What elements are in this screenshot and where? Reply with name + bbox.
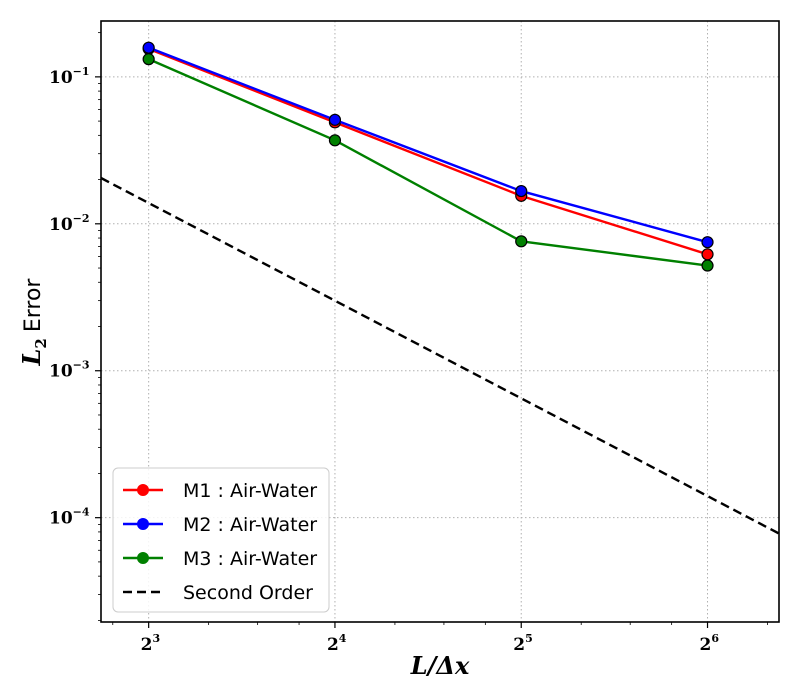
y-tick-label: 10−4 bbox=[49, 506, 90, 529]
data-point bbox=[515, 184, 528, 198]
y-tick-label: 10−1 bbox=[49, 65, 90, 88]
x-tick-label: 25 bbox=[513, 632, 533, 655]
x-tick-base: 2 bbox=[327, 635, 339, 655]
series-line bbox=[148, 47, 708, 256]
x-tick-label: 23 bbox=[141, 632, 161, 655]
series-layer bbox=[101, 41, 779, 535]
x-axis-label: L/Δx bbox=[410, 651, 470, 680]
legend-entry: Second Order bbox=[183, 582, 313, 604]
y-tick-label: 10−2 bbox=[49, 212, 90, 235]
data-point bbox=[328, 113, 342, 126]
data-point bbox=[142, 41, 155, 54]
x-tick-base: 2 bbox=[513, 635, 525, 655]
x-tick-label: 26 bbox=[700, 632, 720, 655]
series-line bbox=[101, 176, 779, 535]
plot-frame bbox=[100, 20, 780, 623]
legend: M1 : Air-Water M2 : Air-Water M3 : Air-Wat… bbox=[112, 467, 330, 613]
y-tick-exp: −4 bbox=[73, 506, 90, 519]
y-tick-base: 10 bbox=[49, 68, 73, 88]
legend-swatch-marker bbox=[137, 518, 149, 530]
legend-entry: M2 : Air-Water bbox=[183, 514, 317, 536]
legend-swatch-marker bbox=[137, 484, 149, 496]
x-tick-exp: 4 bbox=[339, 632, 347, 645]
data-point bbox=[515, 235, 528, 248]
data-point bbox=[701, 248, 714, 261]
series-line bbox=[148, 58, 708, 267]
legend-entry: M1 : Air-Water bbox=[183, 480, 317, 502]
data-point bbox=[701, 236, 714, 249]
legend-swatch-marker bbox=[137, 552, 149, 564]
x-tick-label: 24 bbox=[327, 632, 347, 655]
data-point bbox=[701, 259, 714, 272]
y-tick-base: 10 bbox=[49, 215, 73, 235]
axes bbox=[100, 20, 780, 623]
y-tick-exp: −3 bbox=[73, 359, 90, 372]
y-tick-base: 10 bbox=[49, 509, 73, 529]
legend-entry: M3 : Air-Water bbox=[183, 548, 317, 570]
data-point bbox=[142, 53, 155, 66]
y-axis-label-math: L bbox=[17, 349, 46, 367]
x-tick-base: 2 bbox=[141, 635, 153, 655]
x-tick-base: 2 bbox=[700, 635, 712, 655]
y-axis-label: L2 Error bbox=[17, 278, 50, 367]
y-tick-label: 10−3 bbox=[49, 359, 90, 382]
x-tick-exp: 3 bbox=[153, 632, 161, 645]
x-tick-exp: 5 bbox=[525, 632, 533, 645]
x-tick-exp: 6 bbox=[711, 632, 719, 645]
legend-box bbox=[112, 467, 330, 613]
y-axis-label-text: Error bbox=[21, 278, 46, 333]
y-tick-exp: −1 bbox=[73, 65, 90, 78]
y-axis-label-sub: 2 bbox=[32, 338, 50, 348]
y-tick-base: 10 bbox=[49, 362, 73, 382]
data-point bbox=[328, 134, 342, 147]
y-tick-exp: −2 bbox=[73, 212, 90, 225]
series-line bbox=[148, 46, 708, 244]
